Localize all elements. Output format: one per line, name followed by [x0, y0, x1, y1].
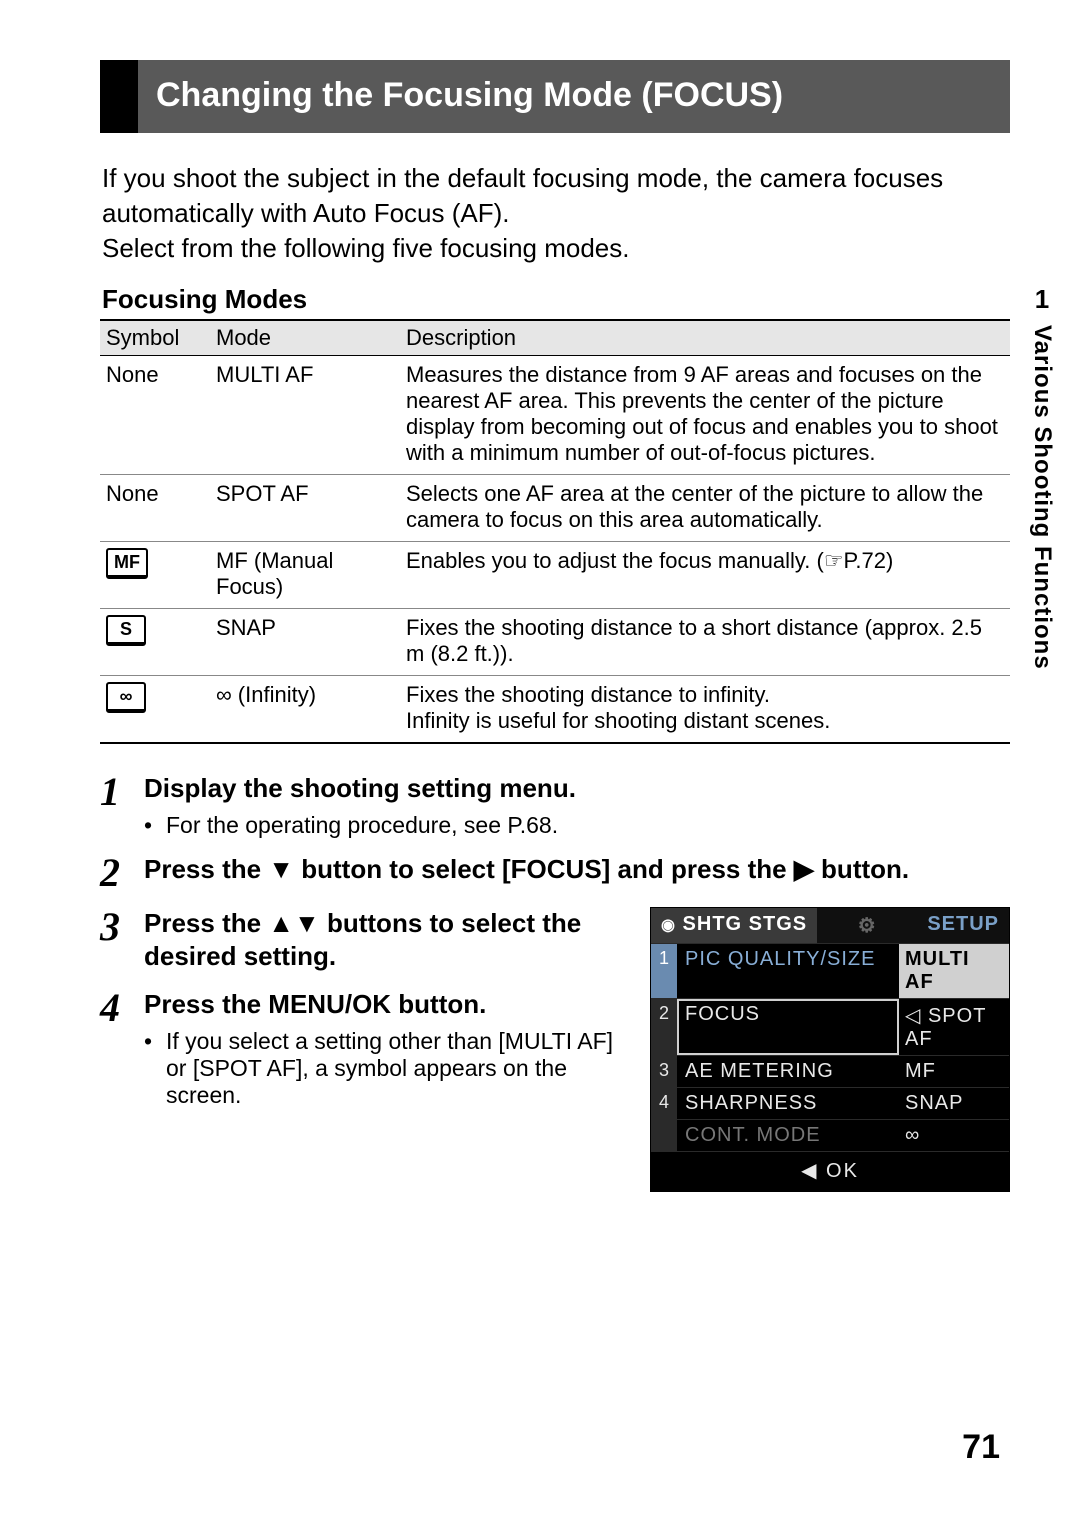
- section-title: Changing the Focusing Mode (FOCUS): [100, 60, 1010, 133]
- step-1: 1 Display the shooting setting menu. •Fo…: [100, 772, 1010, 839]
- step-heading: Press the ▲▼ buttons to select the desir…: [144, 907, 626, 975]
- page-number: 71: [962, 1428, 1000, 1467]
- intro-paragraph: If you shoot the subject in the default …: [102, 161, 1010, 266]
- symbol-cell: S: [100, 608, 210, 675]
- step-3: 3 Press the ▲▼ buttons to select the des…: [100, 907, 626, 975]
- left-arrow-icon: ◁: [905, 1005, 921, 1027]
- lcd-row-label: SHARPNESS: [677, 1088, 899, 1119]
- lcd-row: 4 SHARPNESS SNAP: [651, 1087, 1009, 1119]
- lcd-row-num: 4: [651, 1088, 677, 1119]
- step-number: 2: [100, 853, 144, 893]
- step-2: 2 Press the ▼ button to select [FOCUS] a…: [100, 853, 1010, 893]
- symbol-cell: MF: [100, 541, 210, 608]
- lcd-row: 3 AE METERING MF: [651, 1055, 1009, 1087]
- chapter-number: 1: [1020, 284, 1064, 315]
- lcd-row: 2 FOCUS ◁ SPOT AF: [651, 998, 1009, 1055]
- title-text: Changing the Focusing Mode (FOCUS): [138, 60, 1010, 133]
- lcd-row-value: MF: [899, 1056, 1009, 1087]
- table-row: None MULTI AF Measures the distance from…: [100, 355, 1010, 474]
- symbol-cell: None: [100, 474, 210, 541]
- lcd-row-num: 2: [651, 999, 677, 1055]
- col-mode: Mode: [210, 320, 400, 356]
- steps-list: 1 Display the shooting setting menu. •Fo…: [100, 772, 1010, 1192]
- table-row: None SPOT AF Selects one AF area at the …: [100, 474, 1010, 541]
- snap-symbol-icon: S: [106, 615, 146, 646]
- step-4: 4 Press the MENU/OK button. •If you sele…: [100, 988, 626, 1109]
- desc-cell: Fixes the shooting distance to a short d…: [400, 608, 1010, 675]
- desc-cell: Fixes the shooting distance to infinity.…: [400, 675, 1010, 743]
- chapter-side-tab: 1 Various Shooting Functions: [1020, 284, 1064, 670]
- mode-cell: SNAP: [210, 608, 400, 675]
- desc-cell: Enables you to adjust the focus manually…: [400, 541, 1010, 608]
- lcd-row-num: 3: [651, 1056, 677, 1087]
- mf-symbol-icon: MF: [106, 548, 148, 579]
- col-description: Description: [400, 320, 1010, 356]
- lcd-row-value: MULTI AF: [899, 944, 1009, 998]
- mode-cell: MF (Manual Focus): [210, 541, 400, 608]
- step-number: 1: [100, 772, 144, 839]
- lcd-row: 1 PIC QUALITY/SIZE MULTI AF: [651, 943, 1009, 998]
- camera-lcd-screenshot: ◉ SHTG STGS ⚙ SETUP 1 PIC QUALITY/SIZE M…: [650, 907, 1010, 1192]
- step-subtext: •If you select a setting other than [MUL…: [144, 1028, 626, 1109]
- title-accent-bar: [100, 60, 138, 133]
- lcd-row-value: SNAP: [899, 1088, 1009, 1119]
- lcd-row-num: 1: [651, 944, 677, 998]
- step-heading: Display the shooting setting menu.: [144, 772, 1010, 806]
- infinity-symbol-icon: ∞: [106, 682, 146, 713]
- mode-cell: ∞ (Infinity): [210, 675, 400, 743]
- lcd-tab-shtg: ◉ SHTG STGS: [651, 908, 817, 943]
- table-row: MF MF (Manual Focus) Enables you to adju…: [100, 541, 1010, 608]
- table-heading: Focusing Modes: [102, 284, 1010, 315]
- lcd-tab-mid-icon: ⚙: [817, 908, 917, 943]
- lcd-footer: ◀ OK: [651, 1151, 1009, 1191]
- col-symbol: Symbol: [100, 320, 210, 356]
- lcd-row-label: PIC QUALITY/SIZE: [677, 944, 899, 998]
- desc-cell: Selects one AF area at the center of the…: [400, 474, 1010, 541]
- chapter-label: Various Shooting Functions: [1028, 325, 1056, 670]
- step-heading: Press the MENU/OK button.: [144, 988, 626, 1022]
- lcd-row-label: AE METERING: [677, 1056, 899, 1087]
- desc-cell: Measures the distance from 9 AF areas an…: [400, 355, 1010, 474]
- focusing-modes-table: Symbol Mode Description None MULTI AF Me…: [100, 319, 1010, 744]
- lcd-row-value: ∞: [899, 1120, 1009, 1151]
- mode-cell: MULTI AF: [210, 355, 400, 474]
- symbol-cell: None: [100, 355, 210, 474]
- lcd-row-num: [651, 1120, 677, 1151]
- lcd-row: CONT. MODE ∞: [651, 1119, 1009, 1151]
- lcd-row-label: CONT. MODE: [677, 1120, 899, 1151]
- step-number: 4: [100, 988, 144, 1109]
- step-heading: Press the ▼ button to select [FOCUS] and…: [144, 853, 1010, 887]
- camera-icon: ◉: [661, 917, 676, 934]
- step-number: 3: [100, 907, 144, 975]
- lcd-row-value: ◁ SPOT AF: [899, 999, 1009, 1055]
- table-row: S SNAP Fixes the shooting distance to a …: [100, 608, 1010, 675]
- step-subtext: •For the operating procedure, see P.68.: [144, 812, 1010, 839]
- lcd-row-label: FOCUS: [677, 999, 899, 1055]
- symbol-cell: ∞: [100, 675, 210, 743]
- table-row: ∞ ∞ (Infinity) Fixes the shooting distan…: [100, 675, 1010, 743]
- mode-cell: SPOT AF: [210, 474, 400, 541]
- lcd-tab-setup: SETUP: [917, 908, 1009, 943]
